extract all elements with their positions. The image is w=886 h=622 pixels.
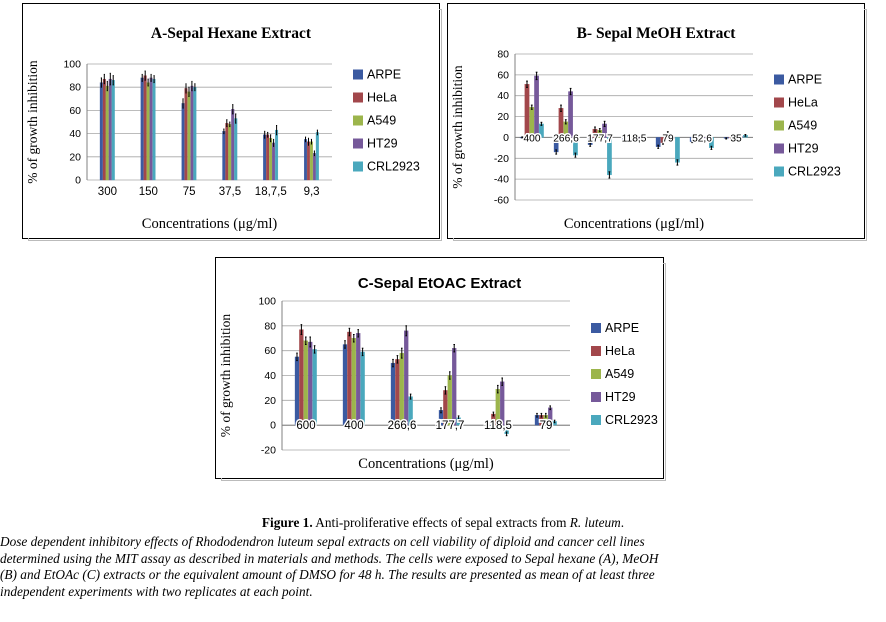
svg-text:20: 20 [69,151,81,163]
svg-text:79: 79 [662,133,674,144]
svg-text:-60: -60 [494,195,509,207]
svg-text:80: 80 [69,82,81,94]
svg-text:18,7,5: 18,7,5 [255,186,287,198]
svg-text:A549: A549 [788,119,817,133]
svg-text:ARPE: ARPE [367,68,401,82]
svg-text:HT29: HT29 [367,137,398,151]
svg-text:20: 20 [264,395,276,407]
svg-text:40: 40 [264,370,276,382]
svg-text:% of growth inhibition: % of growth inhibition [450,65,465,189]
svg-text:A-Sepal Hexane Extract: A-Sepal Hexane Extract [151,25,312,42]
svg-text:177,7: 177,7 [587,133,613,144]
svg-text:100: 100 [63,59,81,71]
svg-text:ARPE: ARPE [788,73,822,87]
svg-text:100: 100 [258,296,276,308]
svg-text:118,5: 118,5 [484,420,512,432]
svg-text:600: 600 [296,420,315,432]
svg-text:0: 0 [75,175,81,187]
svg-text:A549: A549 [605,367,634,381]
svg-text:266,6: 266,6 [388,420,417,432]
svg-text:HeLa: HeLa [605,344,635,358]
svg-text:80: 80 [497,49,509,61]
svg-text:-40: -40 [494,174,509,186]
svg-text:CRL2923: CRL2923 [367,160,420,174]
svg-text:37,5: 37,5 [219,186,241,198]
svg-text:HT29: HT29 [788,142,819,156]
svg-text:B- Sepal MeOH Extract: B- Sepal MeOH Extract [577,25,737,42]
svg-text:40: 40 [69,128,81,140]
svg-text:-20: -20 [494,153,509,165]
svg-text:400: 400 [524,133,541,144]
svg-text:HeLa: HeLa [788,96,818,110]
svg-text:0: 0 [270,420,276,432]
svg-text:ARPE: ARPE [605,321,639,335]
svg-text:60: 60 [69,105,81,117]
svg-text:CRL2923: CRL2923 [605,413,658,427]
svg-text:300: 300 [98,186,117,198]
svg-text:80: 80 [264,320,276,332]
svg-text:Concentrations (μgI/ml): Concentrations (μgI/ml) [564,216,704,232]
svg-text:9,3: 9,3 [304,186,320,198]
svg-text:75: 75 [183,186,196,198]
svg-text:60: 60 [264,345,276,357]
svg-text:400: 400 [344,420,363,432]
svg-text:Concentrations (μg/ml): Concentrations (μg/ml) [358,456,494,472]
svg-text:-20: -20 [261,445,276,457]
svg-text:150: 150 [139,186,158,198]
svg-text:CRL2923: CRL2923 [788,165,841,179]
svg-text:40: 40 [497,90,509,102]
svg-text:Concentrations (μg/ml): Concentrations (μg/ml) [142,216,278,232]
svg-text:HT29: HT29 [605,390,636,404]
svg-text:177,7: 177,7 [436,420,465,432]
svg-text:HeLa: HeLa [367,91,397,105]
svg-text:52,6: 52,6 [692,133,712,144]
svg-text:266,6: 266,6 [553,133,579,144]
svg-text:% of growth inhibition: % of growth inhibition [25,60,40,184]
svg-text:C-Sepal EtOAC Extract: C-Sepal EtOAC Extract [358,275,521,292]
svg-text:A549: A549 [367,114,396,128]
svg-text:% of growth inhibition: % of growth inhibition [218,314,233,438]
svg-text:60: 60 [497,69,509,81]
svg-text:35: 35 [730,133,742,144]
svg-text:0: 0 [503,132,509,144]
svg-text:79: 79 [540,420,553,432]
svg-text:20: 20 [497,111,509,123]
svg-text:118,5: 118,5 [622,133,647,144]
